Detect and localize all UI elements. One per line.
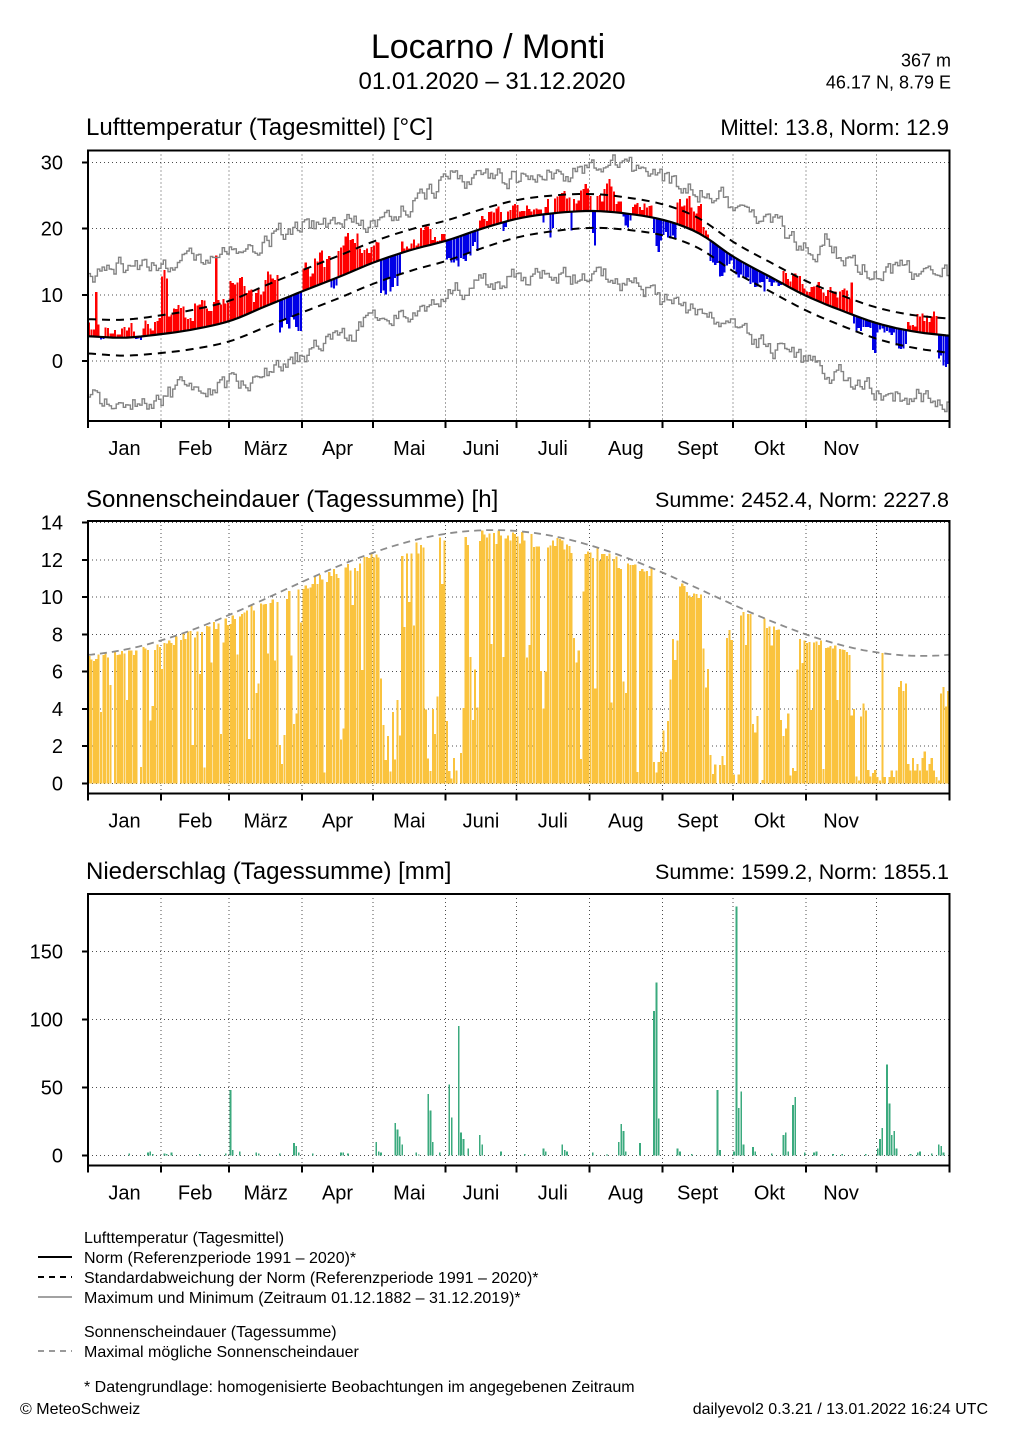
svg-text:Sept: Sept <box>677 1183 719 1205</box>
svg-text:367 m: 367 m <box>901 51 951 71</box>
svg-text:10: 10 <box>41 587 63 609</box>
svg-text:Sept: Sept <box>677 438 719 460</box>
svg-text:Okt: Okt <box>754 438 786 460</box>
svg-text:Norm (Referenzperiode 1991 – 2: Norm (Referenzperiode 1991 – 2020)* <box>84 1250 356 1267</box>
svg-text:März: März <box>243 811 287 833</box>
svg-text:Sonnenscheindauer (Tagessumme): Sonnenscheindauer (Tagessumme) [h] <box>86 486 498 513</box>
svg-text:Okt: Okt <box>754 811 786 833</box>
svg-text:Juli: Juli <box>538 1183 568 1205</box>
svg-text:Mittel: 13.8, Norm: 12.9: Mittel: 13.8, Norm: 12.9 <box>720 115 949 140</box>
svg-text:Nov: Nov <box>823 438 859 460</box>
svg-text:März: März <box>243 438 287 460</box>
svg-text:Juni: Juni <box>463 438 500 460</box>
svg-text:2: 2 <box>52 736 63 758</box>
svg-text:10: 10 <box>41 285 63 307</box>
svg-text:Aug: Aug <box>608 1183 644 1205</box>
svg-text:Standardabweichung der Norm (R: Standardabweichung der Norm (Referenzper… <box>84 1270 539 1287</box>
svg-text:0: 0 <box>52 1145 63 1167</box>
svg-text:Feb: Feb <box>178 438 212 460</box>
svg-text:Mai: Mai <box>393 811 425 833</box>
svg-text:Niederschlag (Tagessumme) [mm]: Niederschlag (Tagessumme) [mm] <box>86 858 451 885</box>
svg-text:Summe: 2452.4, Norm: 2227.8: Summe: 2452.4, Norm: 2227.8 <box>655 488 949 512</box>
svg-text:150: 150 <box>30 941 63 963</box>
svg-text:dailyevol2 0.3.21 / 13.01.2022: dailyevol2 0.3.21 / 13.01.2022 16:24 UTC <box>693 1401 988 1418</box>
svg-text:Mai: Mai <box>393 438 425 460</box>
svg-text:Aug: Aug <box>608 811 644 833</box>
svg-text:Jan: Jan <box>108 1183 140 1205</box>
svg-text:50: 50 <box>41 1077 63 1099</box>
svg-text:4: 4 <box>52 699 63 721</box>
svg-text:0: 0 <box>52 351 63 373</box>
svg-text:Summe: 1599.2, Norm: 1855.1: Summe: 1599.2, Norm: 1855.1 <box>655 860 949 884</box>
svg-text:14: 14 <box>41 513 63 535</box>
svg-text:Jan: Jan <box>108 438 140 460</box>
svg-text:Maximal mögliche Sonnenscheind: Maximal mögliche Sonnenscheindauer <box>84 1344 359 1361</box>
svg-text:46.17 N, 8.79 E: 46.17 N, 8.79 E <box>826 73 951 93</box>
svg-text:Nov: Nov <box>823 1183 859 1205</box>
svg-text:Apr: Apr <box>322 1183 353 1205</box>
svg-text:© MeteoSchweiz: © MeteoSchweiz <box>20 1401 140 1418</box>
svg-text:0: 0 <box>52 773 63 795</box>
svg-text:12: 12 <box>41 550 63 572</box>
svg-text:Lufttemperatur (Tagesmittel): Lufttemperatur (Tagesmittel) <box>84 1230 284 1247</box>
svg-text:* Datengrundlage: homogenisier: * Datengrundlage: homogenisierte Beobach… <box>84 1379 635 1396</box>
svg-text:Apr: Apr <box>322 811 353 833</box>
svg-text:100: 100 <box>30 1009 63 1031</box>
svg-text:Sept: Sept <box>677 811 719 833</box>
svg-text:Locarno / Monti: Locarno / Monti <box>371 28 605 66</box>
svg-text:Sonnenscheindauer (Tagessumme): Sonnenscheindauer (Tagessumme) <box>84 1324 337 1341</box>
svg-text:Okt: Okt <box>754 1183 786 1205</box>
svg-text:Juli: Juli <box>538 438 568 460</box>
svg-text:Apr: Apr <box>322 438 353 460</box>
svg-text:Feb: Feb <box>178 1183 212 1205</box>
svg-text:Juni: Juni <box>463 1183 500 1205</box>
svg-text:8: 8 <box>52 624 63 646</box>
svg-text:Juni: Juni <box>463 811 500 833</box>
svg-text:Lufttemperatur (Tagesmittel) [: Lufttemperatur (Tagesmittel) [°C] <box>86 114 433 141</box>
svg-text:6: 6 <box>52 662 63 684</box>
svg-text:Juli: Juli <box>538 811 568 833</box>
svg-text:Aug: Aug <box>608 438 644 460</box>
svg-text:Maximum und Minimum (Zeitraum: Maximum und Minimum (Zeitraum 01.12.1882… <box>84 1290 521 1307</box>
svg-text:20: 20 <box>41 219 63 241</box>
svg-text:30: 30 <box>41 152 63 174</box>
svg-text:Mai: Mai <box>393 1183 425 1205</box>
svg-text:01.01.2020 – 31.12.2020: 01.01.2020 – 31.12.2020 <box>359 68 626 95</box>
svg-text:Jan: Jan <box>108 811 140 833</box>
svg-text:Nov: Nov <box>823 811 859 833</box>
svg-text:Feb: Feb <box>178 811 212 833</box>
svg-text:März: März <box>243 1183 287 1205</box>
